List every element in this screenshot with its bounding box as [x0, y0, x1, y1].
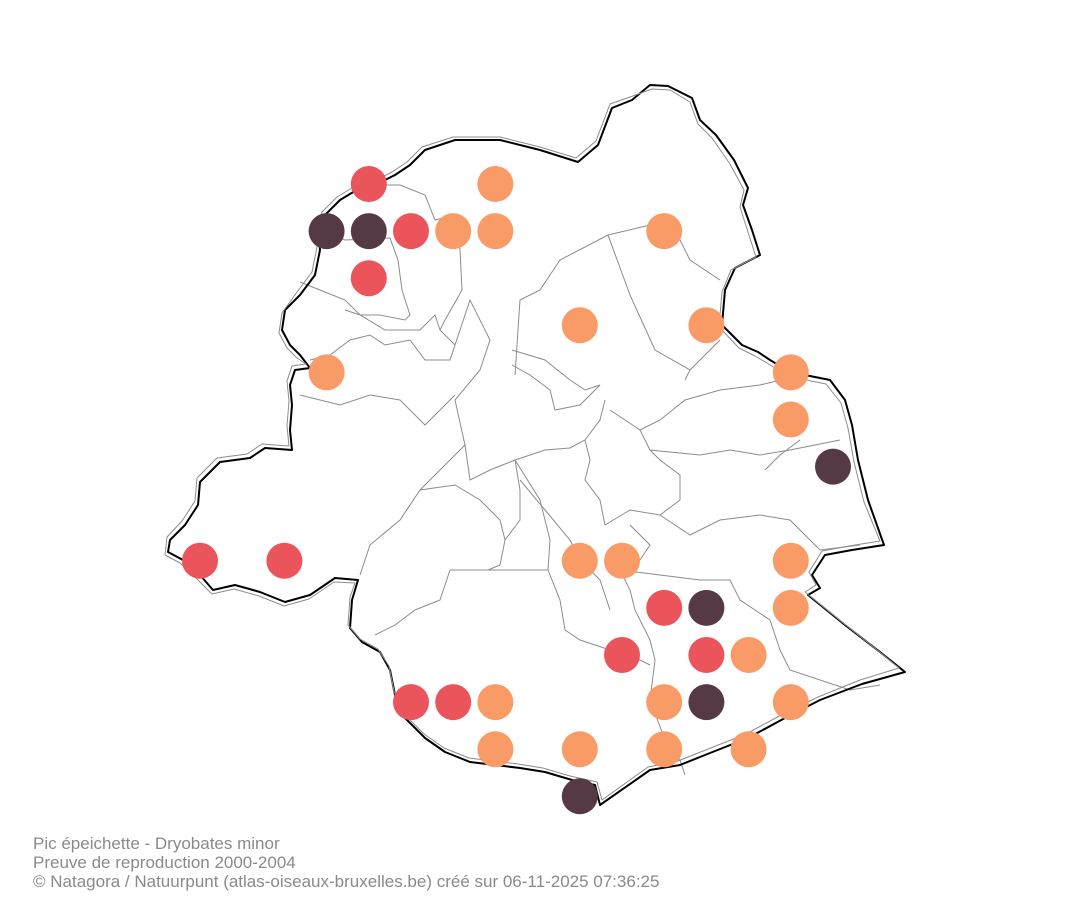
marker-orange [477, 684, 514, 721]
period-subtitle: Preuve de reproduction 2000-2004 [33, 853, 296, 872]
marker-dark [815, 448, 851, 485]
marker-red [266, 542, 303, 579]
marker-red [435, 684, 472, 721]
marker-red [688, 637, 725, 673]
commune-border [359, 444, 466, 576]
marker-red [393, 684, 429, 721]
marker-red [393, 213, 429, 250]
marker-red [350, 166, 387, 202]
commune-border [689, 339, 721, 371]
commune-border [511, 349, 601, 411]
commune-border [659, 514, 861, 551]
marker-dark [350, 213, 387, 250]
commune-border [764, 439, 801, 471]
commune-border [309, 309, 456, 361]
commune-border [607, 224, 721, 281]
marker-orange [561, 542, 598, 579]
marker-dark [688, 684, 725, 721]
breeding-markers [182, 166, 851, 815]
marker-orange [730, 731, 767, 768]
marker-red [646, 589, 683, 626]
marker-orange [646, 213, 683, 250]
credits-line: © Natagora / Natuurpunt (atlas-oiseaux-b… [33, 872, 660, 891]
marker-red [604, 637, 640, 673]
commune-border [419, 484, 506, 541]
commune-border [519, 479, 611, 611]
marker-orange [688, 307, 725, 344]
marker-dark [308, 213, 345, 250]
marker-orange [772, 589, 809, 626]
commune-border [454, 298, 606, 481]
commune-border [639, 429, 841, 456]
commune-border [619, 569, 881, 691]
marker-orange [772, 401, 809, 438]
marker-orange [772, 684, 809, 721]
marker-orange [435, 213, 472, 250]
commune-border [514, 234, 691, 381]
marker-orange [646, 731, 683, 768]
commune-border [299, 394, 456, 426]
marker-orange [772, 354, 809, 391]
map-caption: Pic épeichette - Dryobates minor Preuve … [33, 834, 659, 891]
region-outline [167, 84, 906, 806]
marker-orange [646, 684, 683, 721]
commune-border [609, 377, 791, 431]
marker-orange [308, 354, 345, 391]
marker-orange [561, 307, 598, 344]
marker-orange [477, 166, 514, 202]
marker-orange [772, 542, 809, 579]
commune-border [487, 459, 521, 571]
commune-border [584, 439, 681, 526]
marker-orange [477, 213, 514, 250]
species-title: Pic épeichette - Dryobates minor [33, 834, 280, 853]
marker-dark [688, 589, 725, 626]
marker-orange [477, 731, 514, 768]
commune-borders [299, 184, 881, 776]
marker-dark [561, 778, 598, 815]
marker-orange [604, 542, 640, 579]
marker-red [350, 260, 387, 297]
marker-red [182, 542, 218, 579]
marker-orange [561, 731, 598, 768]
commune-border [360, 184, 463, 331]
commune-border [374, 569, 451, 636]
marker-orange [730, 637, 767, 673]
